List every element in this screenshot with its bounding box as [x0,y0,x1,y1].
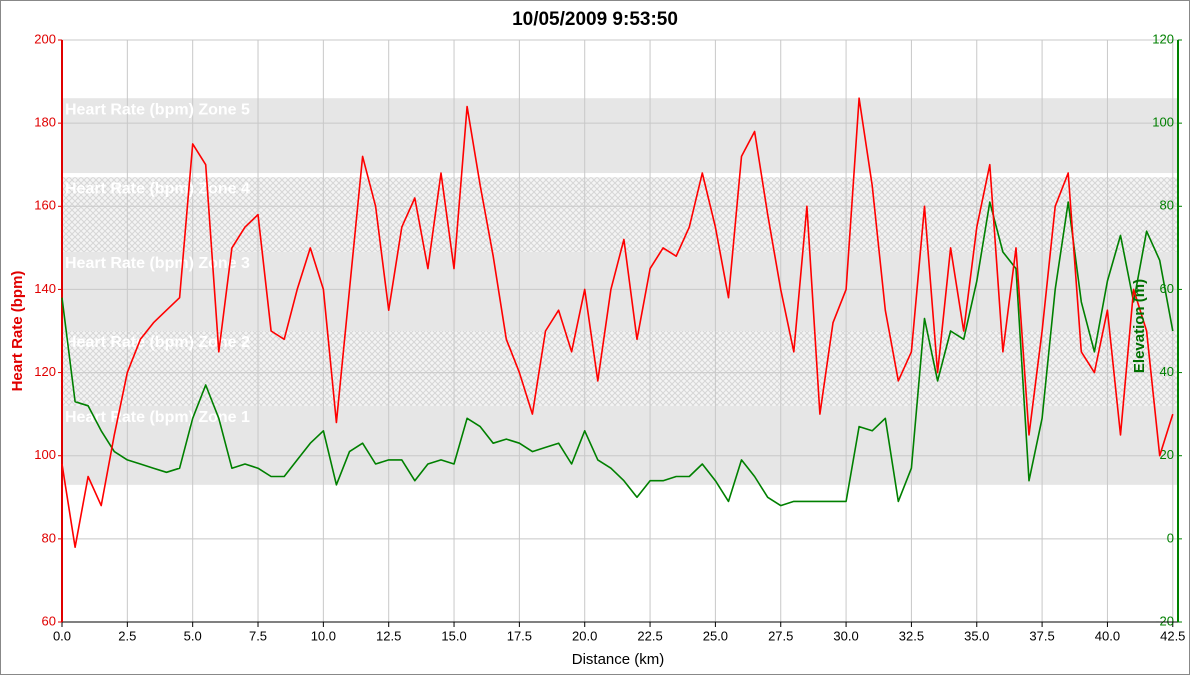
y-tick-label: 120 [34,364,56,379]
hr-zone [62,405,1178,485]
y2-tick-label: 40 [1160,364,1174,379]
y-axis-title: Heart Rate (bpm) [9,271,26,392]
zone-label: Heart Rate (bpm) Zone 3 [65,255,250,272]
x-tick-label: 7.5 [249,628,267,643]
y2-tick-label: 80 [1160,198,1174,213]
y2-tick-label: -20 [1155,613,1174,628]
x-tick-label: 40.0 [1095,628,1120,643]
y2-tick-label: 120 [1152,31,1174,46]
y-tick-label: 180 [34,115,56,130]
x-tick-label: 17.5 [507,628,532,643]
x-tick-label: 2.5 [118,628,136,643]
hr-zone [62,98,1178,174]
series-line [61,97,1174,548]
x-axis-title: Distance (km) [572,651,665,668]
x-tick-label: 10.0 [311,628,336,643]
x-tick-label: 15.0 [441,628,466,643]
y2-axis-title: Elevation (m) [1131,279,1148,373]
x-tick-label: 25.0 [703,628,728,643]
x-tick-label: 5.0 [184,628,202,643]
chart-title: 10/05/2009 9:53:50 [512,9,678,30]
y-tick-label: 60 [42,613,56,628]
y-tick-label: 160 [34,198,56,213]
hr-zone [62,331,1178,406]
series-line [61,201,1174,507]
y2-tick-label: 60 [1160,281,1174,296]
y-tick-label: 140 [34,281,56,296]
hr-zone [62,252,1178,331]
zone-label: Heart Rate (bpm) Zone 4 [65,180,250,197]
x-tick-label: 42.5 [1160,628,1185,643]
y-tick-label: 80 [42,530,56,545]
zone-label: Heart Rate (bpm) Zone 1 [65,409,250,426]
x-tick-label: 35.0 [964,628,989,643]
zone-label: Heart Rate (bpm) Zone 2 [65,334,250,351]
x-tick-label: 20.0 [572,628,597,643]
y-tick-label: 100 [34,447,56,462]
x-tick-label: 30.0 [833,628,858,643]
x-tick-label: 27.5 [768,628,793,643]
y2-tick-label: 100 [1152,115,1174,130]
zone-label: Heart Rate (bpm) Zone 5 [65,101,250,118]
y2-tick-label: 0 [1167,530,1174,545]
x-tick-label: 37.5 [1029,628,1054,643]
y2-tick-label: 20 [1160,447,1174,462]
x-tick-label: 22.5 [637,628,662,643]
x-tick-label: 32.5 [899,628,924,643]
y-tick-label: 200 [34,31,56,46]
x-tick-label: 0.0 [53,628,71,643]
x-tick-label: 12.5 [376,628,401,643]
